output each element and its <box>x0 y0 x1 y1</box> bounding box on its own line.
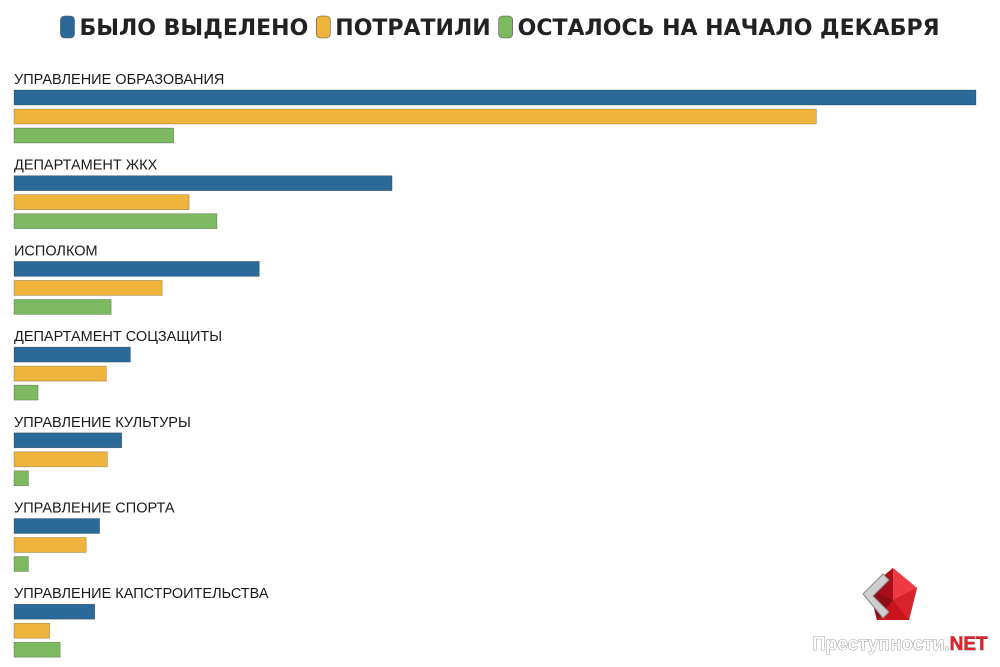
category-label: УПРАВЛЕНИЕ СПОРТА <box>14 501 175 517</box>
bar-s2-4 <box>13 365 107 382</box>
category-label: УПРАВЛЕНИЕ ОБРАЗОВАНИЯ <box>14 72 224 88</box>
bar-s1-4 <box>13 346 131 363</box>
bar-s3-5 <box>13 470 29 487</box>
watermark-text-main: Преступности. <box>812 634 950 655</box>
bar-s1-3 <box>13 261 260 277</box>
category-label: УПРАВЛЕНИЕ КУЛЬТУРЫ <box>14 415 191 431</box>
bar-s2-3 <box>13 280 163 296</box>
category-group-5: УПРАВЛЕНИЕ КУЛЬТУРЫ <box>13 415 191 487</box>
legend-item-2: ПОТРАТИЛИ <box>315 15 491 41</box>
bar-s3-7 <box>13 641 61 658</box>
bar-s2-1 <box>13 108 817 125</box>
bar-s1-2 <box>13 175 393 191</box>
legend-label-1: БЫЛО ВЫДЕЛЕНО <box>79 16 308 41</box>
bar-s1-7 <box>13 603 96 620</box>
category-group-3: ИСПОЛКОМ <box>13 243 260 315</box>
bar-s3-4 <box>13 384 39 401</box>
category-label: ДЕПАРТАМЕНТ ЖКХ <box>14 158 158 174</box>
watermark-text-accent: NET <box>950 634 988 655</box>
legend-label-2: ПОТРАТИЛИ <box>335 16 490 41</box>
chart-legend: БЫЛО ВЫДЕЛЕНО ПОТРАТИЛИ ОСТАЛОСЬ НА НАЧАЛО… <box>60 15 940 41</box>
legend-label-3: ОСТАЛОСЬ НА НАЧАЛО ДЕКАБРЯ <box>518 16 940 41</box>
category-group-2: ДЕПАРТАМЕНТ ЖКХ <box>13 158 393 229</box>
legend-swatch-3 <box>498 15 513 39</box>
legend-item-1: БЫЛО ВЫДЕЛЕНО <box>60 15 308 41</box>
legend-item-3: ОСТАЛОСЬ НА НАЧАЛО ДЕКАБРЯ <box>498 15 940 41</box>
category-group-7: УПРАВЛЕНИЕ КАПСТРОИТЕЛЬСТВА <box>13 586 269 658</box>
bar-s1-5 <box>13 432 123 449</box>
bar-s1-6 <box>13 518 100 534</box>
chart-plot-area: УПРАВЛЕНИЕ ОБРАЗОВАНИЯ ДЕПАРТАМЕНТ ЖКХ ИСП… <box>13 72 977 658</box>
watermark: Преступности.NET <box>812 568 988 655</box>
bar-s2-6 <box>13 537 87 553</box>
bar-s2-7 <box>13 622 50 639</box>
bar-s3-6 <box>13 556 29 572</box>
red-crystal-logo-icon <box>862 568 917 620</box>
category-label: ИСПОЛКОМ <box>14 243 98 259</box>
bar-s2-5 <box>13 451 108 468</box>
bar-s1-1 <box>13 89 977 106</box>
category-label: ДЕПАРТАМЕНТ СОЦЗАЩИТЫ <box>14 329 222 345</box>
bar-s3-3 <box>13 299 112 315</box>
category-group-6: УПРАВЛЕНИЕ СПОРТА <box>13 501 175 572</box>
bar-s3-1 <box>13 127 174 144</box>
watermark-text: Преступности.NET <box>812 634 988 655</box>
legend-swatch-2 <box>315 15 331 39</box>
category-group-1: УПРАВЛЕНИЕ ОБРАЗОВАНИЯ <box>13 72 977 144</box>
legend-swatch-1 <box>60 15 75 39</box>
bar-s3-2 <box>13 213 218 229</box>
bar-s2-2 <box>13 194 190 210</box>
category-group-4: ДЕПАРТАМЕНТ СОЦЗАЩИТЫ <box>13 329 222 401</box>
category-label: УПРАВЛЕНИЕ КАПСТРОИТЕЛЬСТВА <box>14 586 269 602</box>
